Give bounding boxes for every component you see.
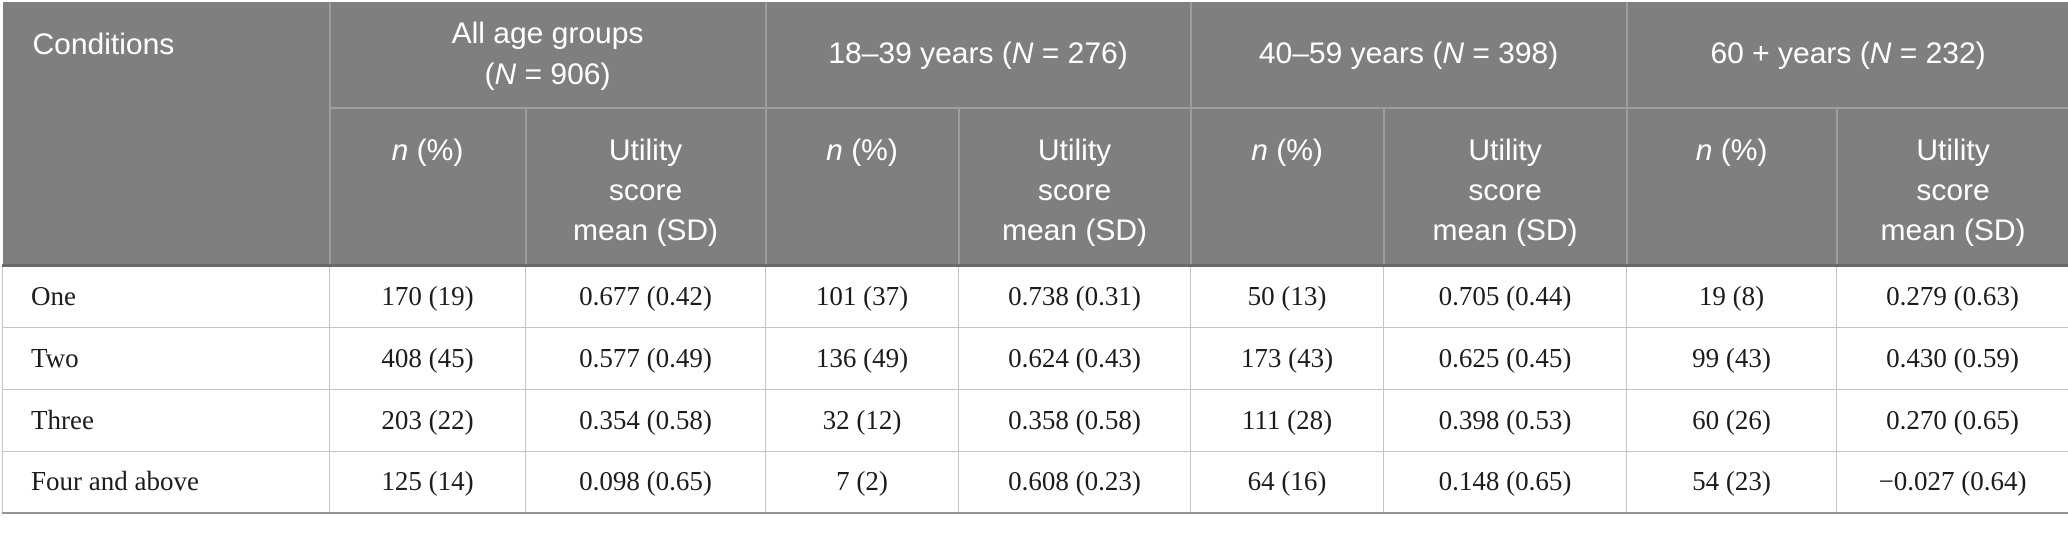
- col-header-utility-all-ages: Utility score mean (SD): [526, 108, 766, 265]
- italic-n: N: [1870, 37, 1892, 70]
- cell: 203 (22): [330, 389, 526, 451]
- group-title: All age groups: [452, 17, 644, 50]
- table-row: One 170 (19) 0.677 (0.42) 101 (37) 0.738…: [3, 265, 2068, 327]
- cell: −0.027 (0.64): [1837, 451, 2068, 513]
- cell: 0.608 (0.23): [959, 451, 1191, 513]
- cell: 0.148 (0.65): [1384, 451, 1627, 513]
- cell: 0.738 (0.31): [959, 265, 1191, 327]
- table-row: Four and above 125 (14) 0.098 (0.65) 7 (…: [3, 451, 2068, 513]
- cell: 170 (19): [330, 265, 526, 327]
- col-group-18-39-years: 18–39 years (N = 276): [766, 2, 1191, 108]
- cell: 0.577 (0.49): [526, 327, 766, 389]
- group-title: 60 + years: [1710, 37, 1851, 70]
- cell: 32 (12): [766, 389, 959, 451]
- italic-n: N: [1012, 37, 1034, 70]
- cell: 0.098 (0.65): [526, 451, 766, 513]
- cell: 125 (14): [330, 451, 526, 513]
- row-header-one: One: [3, 265, 330, 327]
- col-header-utility-40-59: Utility score mean (SD): [1384, 108, 1627, 265]
- cell: 111 (28): [1191, 389, 1384, 451]
- group-n-count: (N = 398): [1424, 37, 1558, 70]
- group-n-count: (N = 906): [485, 58, 611, 91]
- italic-n: n: [826, 134, 843, 167]
- row-header-four-and-above: Four and above: [3, 451, 330, 513]
- col-header-n-60-plus: n (%): [1627, 108, 1837, 265]
- cell: 0.358 (0.58): [959, 389, 1191, 451]
- italic-n: n: [1696, 134, 1713, 167]
- cell: 0.279 (0.63): [1837, 265, 2068, 327]
- cell: 408 (45): [330, 327, 526, 389]
- col-header-utility-60-plus: Utility score mean (SD): [1837, 108, 2068, 265]
- col-group-60-plus-years: 60 + years (N = 232): [1627, 2, 2068, 108]
- cell: 0.398 (0.53): [1384, 389, 1627, 451]
- cell: 0.624 (0.43): [959, 327, 1191, 389]
- col-group-40-59-years: 40–59 years (N = 398): [1191, 2, 1627, 108]
- cell: 0.270 (0.65): [1837, 389, 2068, 451]
- cell: 0.705 (0.44): [1384, 265, 1627, 327]
- utility-scores-table: Conditions All age groups (N = 906) 18–3…: [2, 2, 2068, 514]
- cell: 7 (2): [766, 451, 959, 513]
- cell: 60 (26): [1627, 389, 1837, 451]
- group-title: 40–59 years: [1259, 37, 1424, 70]
- group-n-count: (N = 232): [1851, 37, 1985, 70]
- italic-n: N: [1442, 37, 1464, 70]
- col-group-all-age-groups: All age groups (N = 906): [330, 2, 766, 108]
- cell: 0.354 (0.58): [526, 389, 766, 451]
- header-group-row: Conditions All age groups (N = 906) 18–3…: [3, 2, 2068, 108]
- col-header-n-40-59: n (%): [1191, 108, 1384, 265]
- cell: 19 (8): [1627, 265, 1837, 327]
- cell: 0.430 (0.59): [1837, 327, 2068, 389]
- table-row: Two 408 (45) 0.577 (0.49) 136 (49) 0.624…: [3, 327, 2068, 389]
- table-row: Three 203 (22) 0.354 (0.58) 32 (12) 0.35…: [3, 389, 2068, 451]
- col-header-conditions: Conditions: [3, 2, 330, 265]
- italic-n: n: [392, 134, 409, 167]
- col-header-utility-18-39: Utility score mean (SD): [959, 108, 1191, 265]
- row-header-three: Three: [3, 389, 330, 451]
- cell: 99 (43): [1627, 327, 1837, 389]
- col-header-n-all-ages: n (%): [330, 108, 526, 265]
- italic-n: n: [1251, 134, 1268, 167]
- cell: 64 (16): [1191, 451, 1384, 513]
- cell: 136 (49): [766, 327, 959, 389]
- cell: 0.677 (0.42): [526, 265, 766, 327]
- cell: 0.625 (0.45): [1384, 327, 1627, 389]
- col-header-n-18-39: n (%): [766, 108, 959, 265]
- cell: 173 (43): [1191, 327, 1384, 389]
- cell: 101 (37): [766, 265, 959, 327]
- cell: 54 (23): [1627, 451, 1837, 513]
- italic-n: N: [495, 58, 517, 91]
- group-n-count: (N = 276): [993, 37, 1127, 70]
- cell: 50 (13): [1191, 265, 1384, 327]
- row-header-two: Two: [3, 327, 330, 389]
- group-title: 18–39 years: [828, 37, 993, 70]
